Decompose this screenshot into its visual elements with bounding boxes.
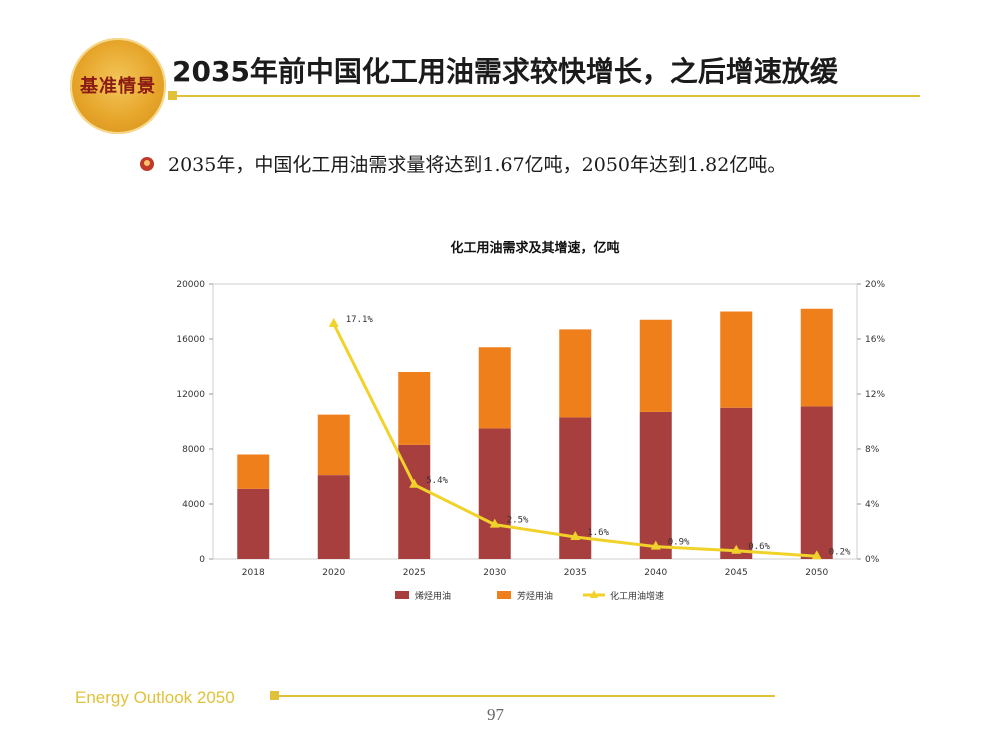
y-right-tick-label: 4% [865, 500, 880, 510]
growth-marker [489, 518, 500, 528]
x-tick-label: 2025 [403, 568, 426, 578]
growth-data-label: 2.5% [507, 516, 529, 526]
growth-marker [731, 544, 742, 554]
bar-olefin [237, 488, 270, 559]
growth-data-label: 0.2% [829, 547, 851, 557]
bar-aromatic [800, 308, 833, 407]
x-tick-label: 2020 [322, 568, 345, 578]
page-number: 97 [487, 705, 504, 724]
y-right-tick-label: 20% [865, 280, 885, 290]
y-left-tick-label: 4000 [182, 500, 205, 510]
bullet-icon [140, 156, 154, 171]
bar-aromatic [478, 347, 511, 429]
growth-marker [409, 478, 420, 488]
growth-data-label: 17.1% [346, 315, 374, 325]
growth-marker [570, 531, 581, 540]
growth-data-label: 0.9% [668, 538, 690, 548]
legend-label: 芳烃用油 [517, 590, 553, 602]
y-left-tick-label: 16000 [176, 335, 205, 345]
bar-aromatic [639, 319, 672, 412]
logo-text: 基准情景 [80, 76, 156, 97]
x-tick-label: 2030 [483, 568, 506, 578]
x-tick-label: 2045 [725, 568, 748, 578]
brand-logo: 基准情景 [70, 38, 166, 134]
bar-olefin [478, 428, 511, 559]
x-tick-label: 2035 [564, 568, 587, 578]
y-right-tick-label: 8% [865, 445, 880, 455]
x-tick-label: 2050 [805, 568, 828, 578]
growth-data-label: 0.6% [748, 542, 770, 552]
y-left-tick-label: 0 [199, 555, 205, 565]
bar-olefin [317, 475, 350, 559]
footer-brand: Energy Outlook 2050 [75, 688, 235, 707]
bar-olefin [639, 411, 672, 559]
growth-marker [811, 550, 822, 560]
bar-olefin [800, 406, 833, 559]
plot-frame [212, 283, 858, 560]
bar-olefin [720, 407, 753, 559]
footer-rule [275, 695, 775, 697]
bullet-point: 2035年，中国化工用油需求量将达到1.67亿吨，2050年达到1.82亿吨。 [140, 150, 786, 177]
legend-swatch [395, 591, 409, 599]
growth-marker [650, 540, 661, 550]
y-left-tick-label: 20000 [176, 280, 205, 290]
bullet-text: 2035年，中国化工用油需求量将达到1.67亿吨，2050年达到1.82亿吨。 [168, 154, 787, 176]
footer-rule-marker [270, 691, 279, 700]
title-rule [172, 95, 920, 97]
y-left-tick-label: 8000 [182, 445, 205, 455]
y-left-tick-label: 12000 [176, 390, 205, 400]
chart-title: 化工用油需求及其增速，亿吨 [450, 240, 619, 256]
y-right-tick-label: 0% [865, 555, 880, 565]
x-tick-label: 2040 [644, 568, 667, 578]
x-tick-label: 2018 [242, 568, 265, 578]
legend-label: 烯烃用油 [415, 590, 451, 602]
slide-title: 2035年前中国化工用油需求较快增长，之后增速放缓 [172, 55, 838, 88]
bar-aromatic [398, 372, 431, 445]
growth-data-label: 5.4% [426, 476, 448, 486]
growth-marker [328, 317, 339, 327]
y-right-tick-label: 12% [865, 390, 885, 400]
growth-data-label: 1.6% [587, 528, 609, 538]
bar-aromatic [317, 414, 350, 476]
bar-aromatic [237, 454, 270, 489]
bar-aromatic [720, 311, 753, 408]
legend-label: 化工用油增速 [610, 590, 664, 602]
y-right-tick-label: 16% [865, 335, 885, 345]
legend-swatch-marker [590, 590, 598, 598]
legend-swatch [497, 591, 511, 599]
bar-aromatic [559, 329, 592, 418]
